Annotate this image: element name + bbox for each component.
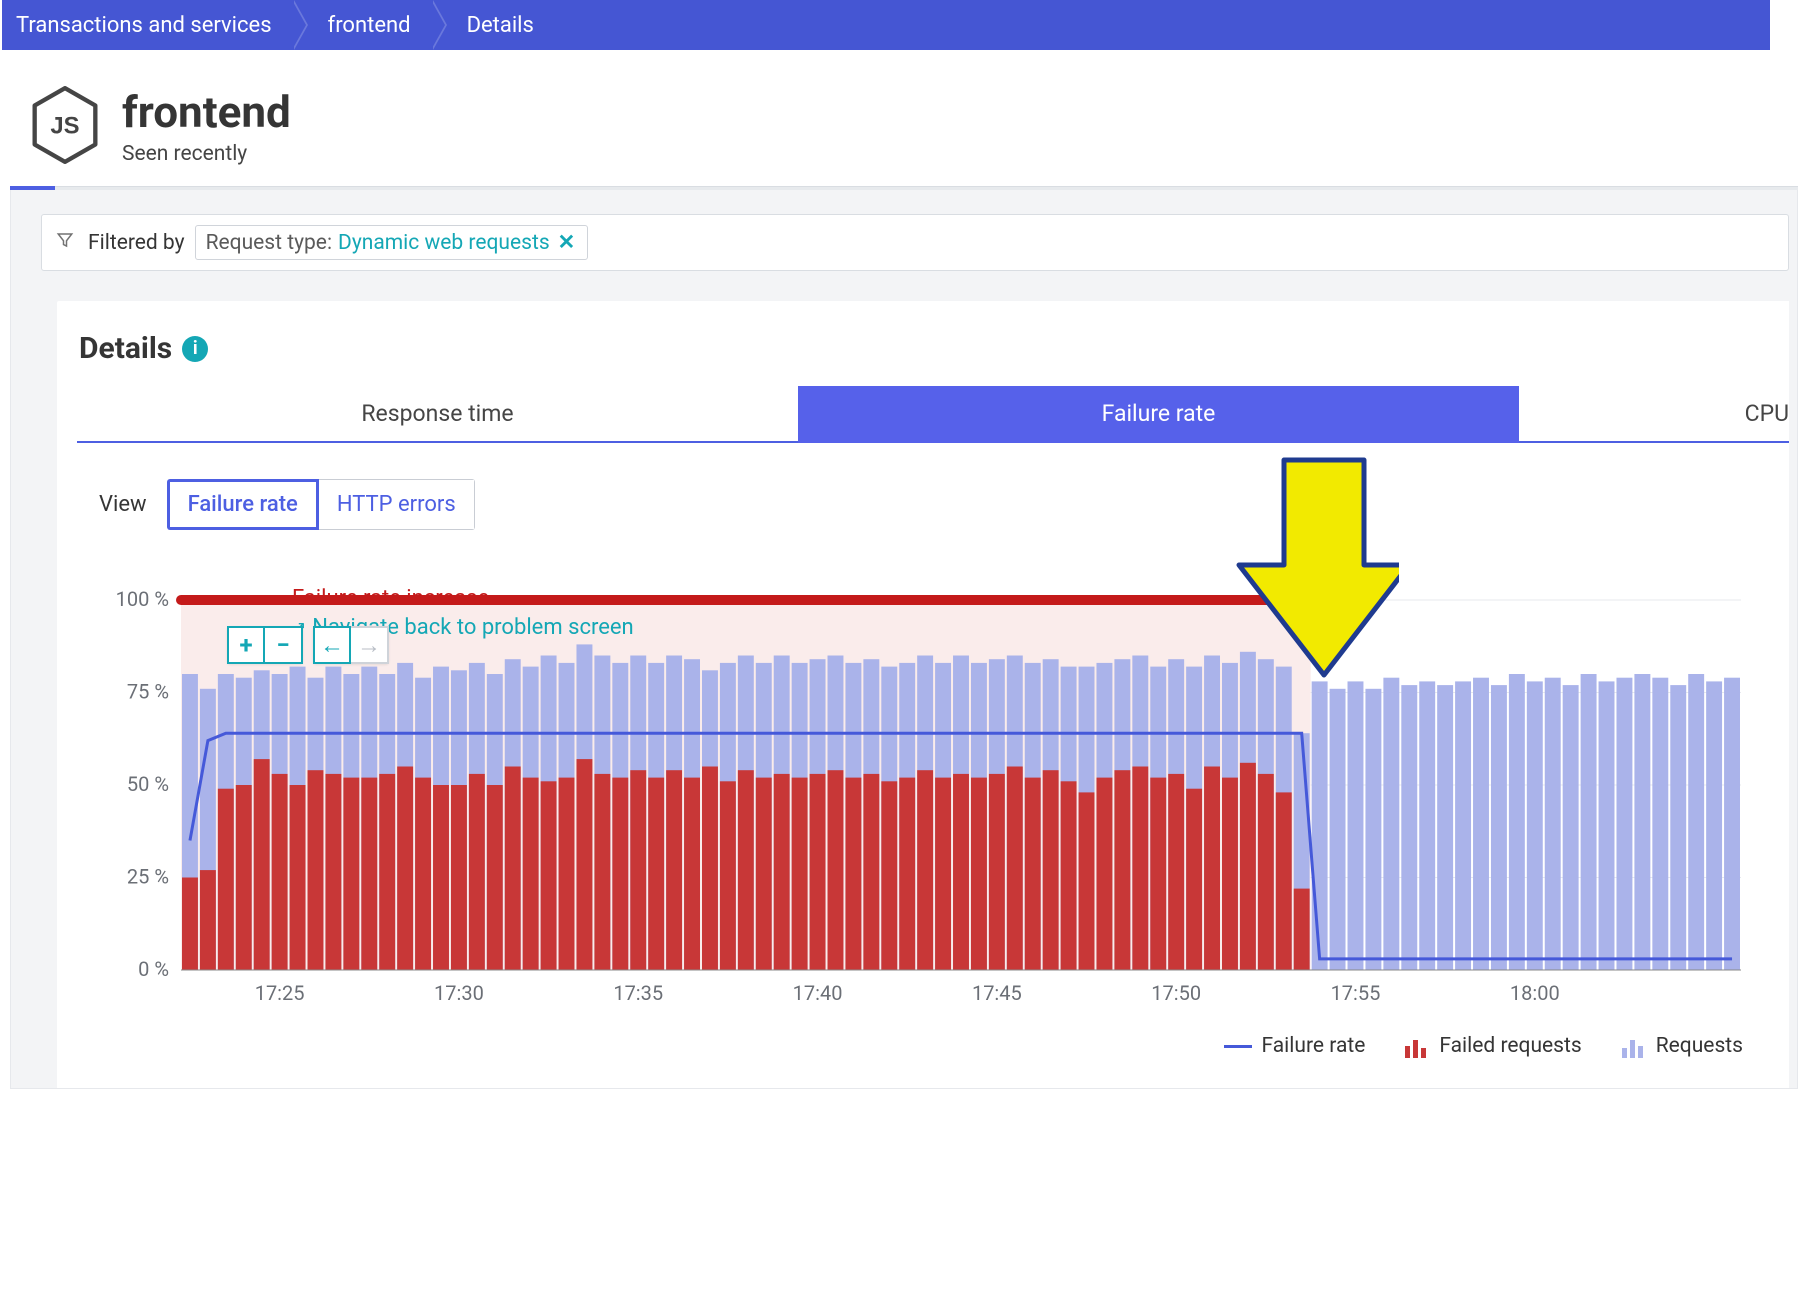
tab-cpu[interactable]: CPU bbox=[1519, 386, 1789, 443]
zoom-in-button[interactable]: + bbox=[227, 626, 265, 664]
svg-text:25 %: 25 % bbox=[127, 865, 169, 889]
page-header: JS frontend Seen recently bbox=[0, 50, 1800, 186]
page-subtitle: Seen recently bbox=[122, 142, 291, 166]
tab-bar: Response time Failure rate CPU bbox=[77, 386, 1789, 443]
svg-text:18:00: 18:00 bbox=[1510, 981, 1560, 1005]
breadcrumb: Transactions and services frontend Detai… bbox=[2, 0, 1770, 50]
svg-text:0 %: 0 % bbox=[138, 957, 169, 981]
filter-chip-remove-icon[interactable]: ✕ bbox=[556, 230, 578, 255]
chart-annotation-label: Failure rate increase bbox=[292, 586, 634, 611]
svg-text:17:40: 17:40 bbox=[793, 981, 843, 1005]
svg-text:17:35: 17:35 bbox=[613, 981, 663, 1005]
legend-item-requests[interactable]: Requests bbox=[1622, 1034, 1743, 1058]
filter-chip-value: Dynamic web requests bbox=[338, 231, 550, 255]
legend-swatch-failed bbox=[1405, 1034, 1429, 1058]
filter-chip-key: Request type: bbox=[206, 231, 332, 255]
pan-left-button[interactable]: ← bbox=[313, 626, 351, 664]
details-card: Details i Response time Failure rate CPU… bbox=[57, 301, 1789, 1088]
view-label: View bbox=[99, 492, 147, 517]
legend-swatch-requests bbox=[1622, 1034, 1646, 1058]
filter-bar[interactable]: Filtered by Request type: Dynamic web re… bbox=[41, 214, 1789, 271]
failure-rate-chart: Failure rate increase ↗ Navigate back to… bbox=[77, 590, 1789, 1020]
highlight-arrow-icon bbox=[1229, 450, 1399, 680]
chart-legend: Failure rate Failed requests Requests bbox=[77, 1020, 1789, 1058]
filter-label: Filtered by bbox=[88, 231, 185, 255]
pan-right-button: → bbox=[351, 626, 389, 664]
legend-item-failed-requests[interactable]: Failed requests bbox=[1405, 1034, 1581, 1058]
svg-text:50 %: 50 % bbox=[127, 772, 169, 796]
legend-swatch-line bbox=[1224, 1045, 1252, 1048]
tab-failure-rate[interactable]: Failure rate bbox=[798, 386, 1519, 443]
svg-text:100 %: 100 % bbox=[116, 590, 169, 611]
svg-text:17:30: 17:30 bbox=[434, 981, 484, 1005]
view-option-failure-rate[interactable]: Failure rate bbox=[167, 479, 319, 530]
svg-text:JS: JS bbox=[50, 113, 79, 140]
zoom-out-button[interactable]: − bbox=[265, 626, 303, 664]
svg-text:17:25: 17:25 bbox=[255, 981, 305, 1005]
page-title: frontend bbox=[122, 86, 291, 138]
view-toggle: Failure rate HTTP errors bbox=[167, 479, 475, 530]
filter-icon bbox=[56, 231, 74, 254]
svg-text:75 %: 75 % bbox=[127, 680, 169, 704]
legend-item-failure-rate[interactable]: Failure rate bbox=[1224, 1034, 1366, 1058]
breadcrumb-item[interactable]: Transactions and services bbox=[2, 0, 292, 50]
tab-response-time[interactable]: Response time bbox=[77, 386, 798, 443]
svg-text:17:55: 17:55 bbox=[1331, 981, 1381, 1005]
card-title: Details bbox=[79, 331, 172, 366]
svg-text:17:45: 17:45 bbox=[972, 981, 1022, 1005]
svg-text:17:50: 17:50 bbox=[1151, 981, 1201, 1005]
filter-chip[interactable]: Request type: Dynamic web requests ✕ bbox=[195, 225, 589, 260]
view-option-http-errors[interactable]: HTTP errors bbox=[319, 479, 475, 530]
breadcrumb-item[interactable]: frontend bbox=[292, 0, 431, 50]
info-icon[interactable]: i bbox=[182, 336, 208, 362]
header-rule bbox=[10, 186, 1798, 190]
breadcrumb-item: Details bbox=[431, 0, 554, 50]
nodejs-icon: JS bbox=[30, 86, 100, 164]
